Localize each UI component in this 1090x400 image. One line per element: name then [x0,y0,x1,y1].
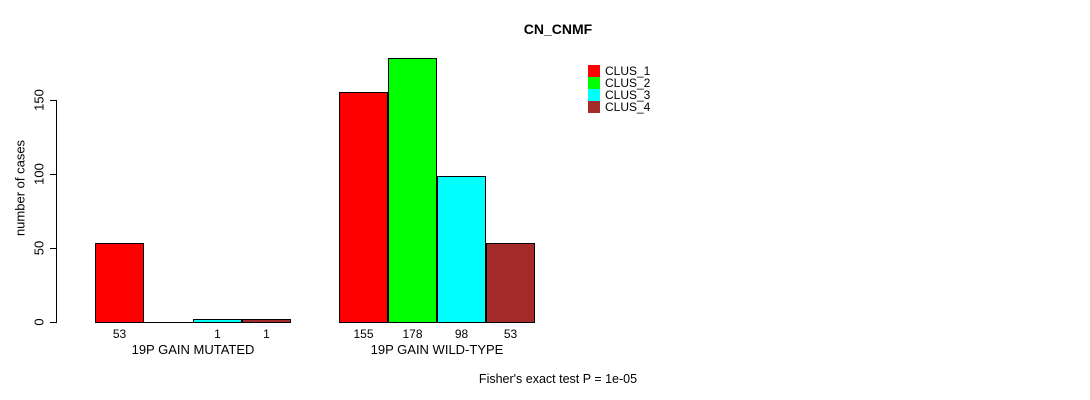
group-label: 19P GAIN WILD-TYPE [370,342,504,357]
bar [486,243,535,323]
legend-item: CLUS_4 [588,101,650,113]
legend: CLUS_1 CLUS_2 CLUS_3 CLUS_4 [588,65,650,113]
y-tick [50,322,57,323]
legend-swatch [588,101,600,113]
bar-value-label: 155 [353,327,374,341]
y-tick [50,100,57,101]
y-axis-label: number of cases [12,139,28,237]
legend-item: CLUS_2 [588,77,650,89]
bar [388,58,437,323]
bar-value-label: 53 [503,327,518,341]
legend-label: CLUS_2 [605,76,651,90]
bar [95,243,144,323]
bar [242,319,291,323]
legend-swatch [588,65,600,77]
legend-label: CLUS_3 [605,88,651,102]
bar-value-label: 178 [402,327,423,341]
bar [437,176,486,323]
y-axis-line [56,100,57,323]
chart-title: CN_CNMF [523,21,593,37]
bar-value-label: 1 [214,327,221,341]
bar-value-label: 98 [454,327,469,341]
legend-label: CLUS_4 [605,100,651,114]
group-label: 19P GAIN MUTATED [131,342,255,357]
legend-label: CLUS_1 [605,64,651,78]
bar-value-label: 53 [112,327,127,341]
bar-value-label: 1 [263,327,270,341]
bar [193,319,242,323]
y-tick [50,174,57,175]
legend-item: CLUS_3 [588,89,650,101]
y-tick-label: 0 [31,318,47,326]
y-tick [50,248,57,249]
legend-swatch [588,77,600,89]
zero-height-bar [144,322,193,323]
y-tick-label: 150 [31,89,47,111]
fisher-test-annotation: Fisher's exact test P = 1e-05 [478,372,638,386]
legend-item: CLUS_1 [588,65,650,77]
y-tick-label: 50 [31,240,47,256]
y-tick-label: 100 [31,163,47,185]
bar [339,92,388,323]
legend-swatch [588,89,600,101]
